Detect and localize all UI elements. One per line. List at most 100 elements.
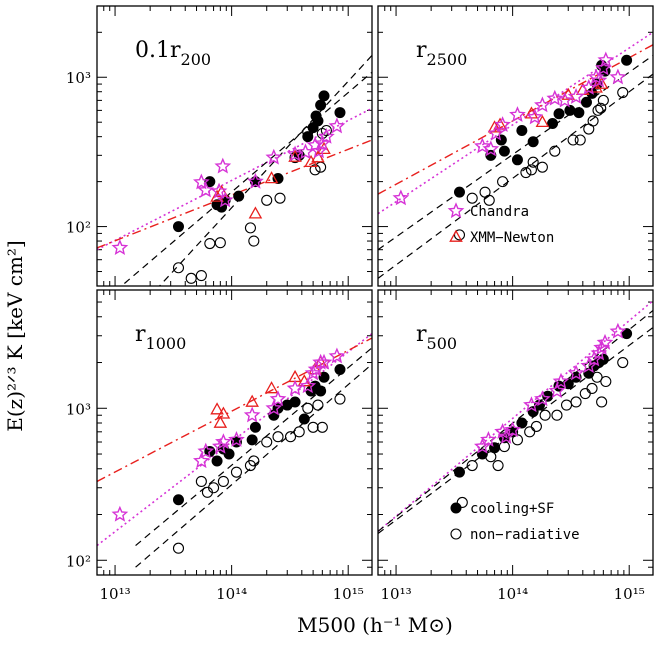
panel-label: r2500 — [416, 38, 467, 69]
nonrad-point — [230, 466, 243, 478]
cooling-point — [318, 371, 330, 383]
nonrad-point — [316, 421, 328, 433]
chandra-point — [215, 433, 232, 450]
cooling-point — [312, 115, 324, 127]
chandra-point — [567, 87, 585, 104]
chandra-point — [594, 59, 612, 76]
cooling-point — [272, 172, 284, 184]
nonrad-point — [185, 272, 197, 284]
nonrad-point — [217, 475, 229, 488]
points-r2500 — [392, 51, 633, 241]
nonrad-point — [315, 161, 327, 173]
nonrad-point — [312, 399, 324, 411]
nonrad-point — [204, 237, 216, 250]
cooling-point — [204, 176, 216, 188]
chandra-point — [247, 172, 264, 189]
chandra-point — [474, 137, 491, 154]
nonrad-point — [244, 222, 256, 234]
nonrad-point — [525, 164, 537, 176]
chandra-point — [197, 181, 215, 198]
cooling-point — [511, 154, 523, 166]
nonrad-point — [284, 431, 297, 443]
panel-label: 0.1r200 — [135, 38, 211, 69]
nonrad-point — [595, 102, 607, 114]
nonrad-point — [334, 393, 346, 405]
panel-label: r500 — [416, 322, 457, 353]
nonrad-point — [579, 387, 591, 400]
x-tick-label: 10¹⁵ — [614, 585, 645, 603]
chandra-point — [580, 79, 598, 95]
chandra-point — [328, 347, 346, 364]
legend-r2500: Chandra XMM−Newton — [447, 202, 554, 246]
fit-line-cooling — [378, 54, 653, 251]
chandra-point — [265, 399, 283, 416]
cooling-point — [553, 108, 565, 120]
chandra-point — [214, 157, 232, 174]
cooling-point — [334, 107, 346, 119]
fit-line-nonrad — [158, 55, 372, 286]
nonrad-point — [560, 399, 573, 411]
nonrad-point — [617, 356, 629, 369]
points-r1000 — [111, 347, 346, 554]
nonrad-point — [248, 455, 260, 467]
xmm-point — [264, 381, 279, 394]
cooling-point — [580, 96, 592, 108]
nonrad-point — [208, 482, 220, 494]
chandra-point — [210, 182, 228, 199]
panel-r1000: 10² 10³ 10¹³ 10¹⁴ 10¹⁵ r1000 — [66, 289, 373, 603]
nonrad-point — [483, 194, 495, 206]
chandra-point — [597, 51, 615, 68]
legend-label-xmm: XMM−Newton — [470, 230, 554, 246]
nonrad-point — [549, 145, 561, 157]
nonrad-point — [466, 459, 478, 472]
points-r500 — [453, 322, 633, 509]
xmm-point — [264, 171, 279, 184]
xmm-point — [535, 114, 550, 128]
legend-marker-xmm — [449, 229, 463, 242]
y-tick-label: 10³ — [66, 69, 91, 87]
chandra-point — [111, 505, 129, 522]
nonrad-point — [617, 86, 629, 99]
chandra-point — [299, 377, 317, 394]
chandra-point — [487, 124, 505, 141]
chandra-point — [552, 372, 570, 389]
nonrad-point — [302, 402, 314, 414]
nonrad-point — [309, 164, 321, 176]
cooling-point — [289, 396, 301, 408]
fit-lines-r1000 — [97, 332, 372, 568]
fit-line-nonrad — [378, 73, 653, 279]
x-tick-label: 10¹³ — [380, 585, 411, 603]
chandra-point — [609, 322, 627, 339]
cooling-point — [516, 124, 528, 136]
nonrad-point — [597, 94, 609, 106]
chandra-point — [482, 140, 500, 157]
nonrad-point — [586, 382, 598, 395]
chandra-point — [609, 68, 627, 85]
cooling-point — [315, 385, 327, 397]
chandra-point — [216, 191, 234, 208]
panel-p01r200: 10² 10³ 0.1r200 — [66, 5, 373, 287]
nonrad-point — [497, 176, 509, 188]
nonrad-point — [272, 431, 284, 443]
cooling-point — [334, 363, 346, 375]
chandra-point — [304, 364, 322, 381]
nonrad-point — [248, 235, 260, 247]
chandra-point — [474, 437, 491, 454]
x-tick-label: 10¹⁴ — [216, 585, 247, 603]
chandra-point — [546, 89, 564, 106]
cooling-point — [573, 107, 585, 119]
xmm-point — [245, 394, 259, 407]
nonrad-point — [592, 104, 604, 116]
chandra-point — [228, 431, 245, 447]
cooling-point — [453, 466, 465, 478]
xmm-point — [216, 406, 231, 419]
chandra-point — [480, 431, 497, 447]
fit-line-cooling — [135, 347, 372, 547]
nonrad-point — [293, 426, 305, 438]
cooling-point — [527, 136, 539, 148]
chandra-point — [111, 239, 129, 255]
chandra-point — [596, 333, 614, 350]
legend-label-cooling: cooling+SF — [470, 501, 554, 517]
panel-frame — [377, 5, 654, 287]
chandra-point — [587, 68, 605, 85]
